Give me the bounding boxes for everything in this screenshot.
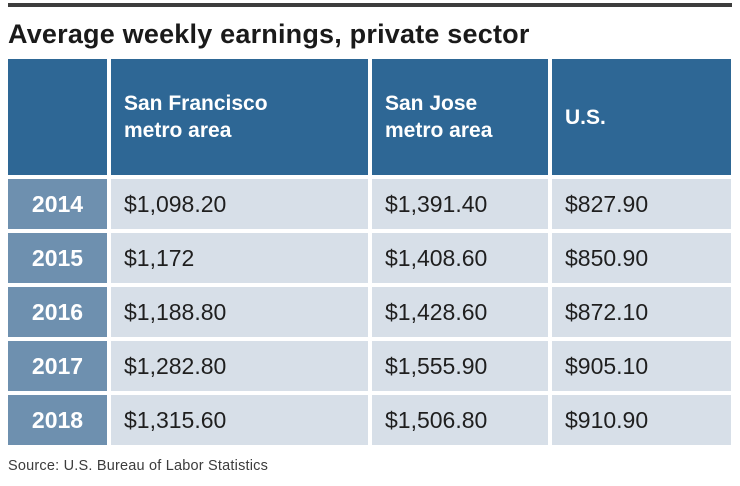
source-note: Source: U.S. Bureau of Labor Statistics: [8, 458, 269, 474]
header-cell-san-jose: San Jose metro area: [372, 59, 548, 175]
value-cell: $1,506.80: [372, 395, 548, 445]
value-cell: $910.90: [552, 395, 731, 445]
value-cell: $1,428.60: [372, 287, 548, 337]
earnings-table: San Francisco metro area San Jose metro …: [8, 59, 731, 445]
top-rule: [8, 3, 732, 7]
year-cell-2014: 2014: [8, 179, 107, 229]
value-cell: $905.10: [552, 341, 731, 391]
header-label-san-jose: San Jose metro area: [385, 92, 493, 142]
header-label-san-francisco: San Francisco metro area: [124, 92, 268, 142]
value-cell: $1,408.60: [372, 233, 548, 283]
earnings-infographic: Average weekly earnings, private sector …: [0, 3, 740, 486]
year-cell-2017: 2017: [8, 341, 107, 391]
header-cell-us: U.S.: [552, 59, 731, 175]
page-title: Average weekly earnings, private sector: [8, 19, 530, 49]
value-cell: $1,188.80: [111, 287, 368, 337]
value-cell: $1,315.60: [111, 395, 368, 445]
year-cell-2016: 2016: [8, 287, 107, 337]
header-corner-cell: [8, 59, 107, 175]
year-cell-2018: 2018: [8, 395, 107, 445]
value-cell: $1,555.90: [372, 341, 548, 391]
value-cell: $827.90: [552, 179, 731, 229]
value-cell: $872.10: [552, 287, 731, 337]
value-cell: $850.90: [552, 233, 731, 283]
value-cell: $1,391.40: [372, 179, 548, 229]
year-cell-2015: 2015: [8, 233, 107, 283]
header-label-us: U.S.: [565, 105, 606, 129]
header-cell-san-francisco: San Francisco metro area: [111, 59, 368, 175]
value-cell: $1,098.20: [111, 179, 368, 229]
value-cell: $1,172: [111, 233, 368, 283]
value-cell: $1,282.80: [111, 341, 368, 391]
